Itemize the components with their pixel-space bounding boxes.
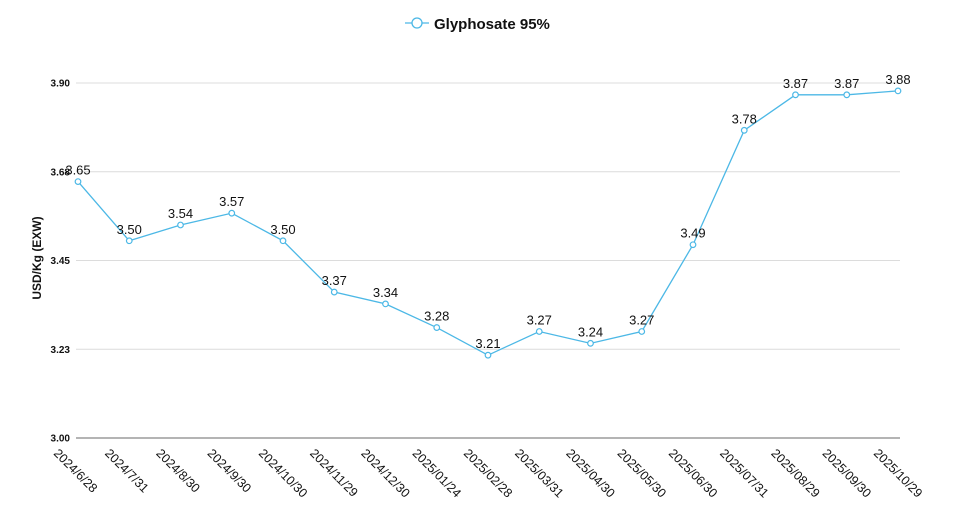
data-point (279, 237, 287, 245)
x-tick-label: 2025/10/29 (871, 446, 925, 500)
data-label: 3.57 (219, 194, 244, 209)
data-point (433, 324, 441, 331)
y-axis-label: USD/Kg (EXW) (30, 216, 44, 299)
data-label: 3.27 (527, 313, 552, 328)
y-tick-label: 3.45 (51, 256, 71, 267)
x-tick-label: 2025/07/31 (717, 446, 771, 500)
x-tick-label: 2024/7/31 (102, 446, 151, 495)
data-point (792, 91, 799, 99)
x-tick-label: 2024/11/29 (307, 446, 361, 500)
data-point (894, 87, 902, 95)
data-label: 3.65 (65, 163, 90, 178)
x-tick-label: 2025/04/30 (563, 446, 617, 500)
x-tick-label: 2024/8/30 (153, 446, 202, 495)
legend-point-marker (411, 17, 423, 29)
data-label: 3.87 (783, 76, 808, 91)
data-label: 3.54 (168, 206, 193, 221)
x-tick-label: 2025/02/28 (461, 446, 515, 500)
data-point (382, 300, 389, 308)
x-tick-label: 2024/6/28 (51, 446, 100, 495)
y-tick-label: 3.90 (51, 79, 71, 90)
x-tick-label: 2025/05/30 (615, 446, 669, 500)
series-line (77, 90, 899, 356)
data-label: 3.50 (117, 222, 142, 237)
x-tick-label: 2025/09/30 (820, 446, 874, 500)
data-label: 3.34 (373, 285, 398, 300)
x-tick-label: 2024/9/30 (205, 446, 254, 495)
legend: Glyphosate 95% (405, 16, 550, 33)
data-point (330, 288, 338, 296)
x-tick-label: 2025/03/31 (512, 446, 566, 500)
data-label: 3.21 (475, 336, 500, 351)
data-point (843, 91, 851, 99)
data-point (74, 178, 82, 186)
data-point (689, 241, 697, 249)
y-tick-label: 3.00 (51, 434, 71, 445)
data-point (177, 221, 184, 229)
data-label: 3.88 (885, 72, 910, 87)
data-label: 3.50 (270, 222, 295, 237)
y-tick-label: 3.68 (51, 167, 71, 178)
y-tick-label: 3.23 (51, 345, 71, 356)
data-point (484, 351, 492, 359)
legend-label: Glyphosate 95% (434, 16, 550, 33)
data-point (587, 339, 594, 347)
data-label: 3.37 (322, 273, 347, 288)
x-tick-label: 2024/12/30 (358, 446, 412, 500)
data-label: 3.24 (578, 324, 603, 339)
x-tick-label: 2024/10/30 (256, 446, 310, 500)
data-label: 3.49 (680, 226, 705, 241)
x-tick-label: 2025/01/24 (410, 446, 464, 500)
data-point (740, 126, 748, 134)
data-label: 3.27 (629, 313, 654, 328)
data-label: 3.78 (732, 111, 757, 126)
data-point (535, 328, 543, 335)
x-tick-label: 2025/08/29 (768, 446, 822, 500)
data-point (228, 209, 236, 217)
data-label: 3.87 (834, 76, 859, 91)
x-tick-label: 2025/06/30 (666, 446, 720, 500)
data-point (638, 328, 646, 335)
data-label: 3.28 (424, 309, 449, 324)
data-point (125, 237, 133, 245)
